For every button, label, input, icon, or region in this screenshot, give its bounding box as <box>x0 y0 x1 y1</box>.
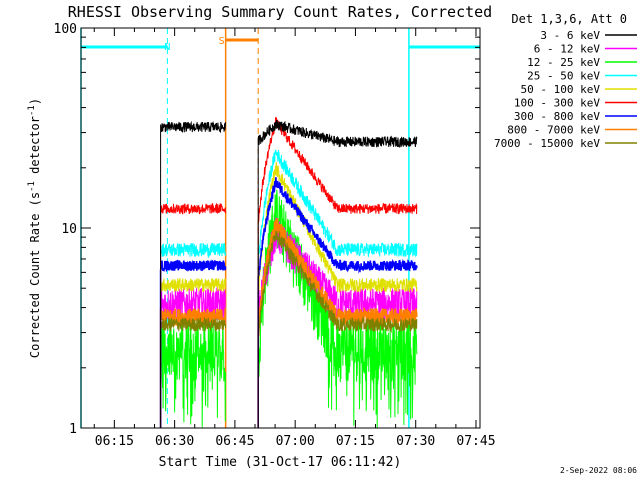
night-label: N <box>164 42 170 53</box>
saa-label: S <box>219 36 225 47</box>
series-line <box>257 116 418 428</box>
x-tick-label: 07:30 <box>396 434 435 449</box>
series-line <box>257 189 418 428</box>
legend-label: 12 - 25 keV <box>527 56 600 69</box>
series-line <box>257 149 418 428</box>
x-tick-label: 06:45 <box>215 434 254 449</box>
series-line <box>160 318 226 428</box>
legend-label: 3 - 6 keV <box>540 29 600 42</box>
series-line <box>160 316 226 428</box>
footer-timestamp: 2-Sep-2022 08:06 <box>560 466 637 475</box>
series-line <box>257 119 418 428</box>
legend-title: Det 1,3,6, Att 0 <box>511 12 627 26</box>
legend-label: 25 - 50 keV <box>527 70 600 83</box>
legend-label: 7000 - 15000 keV <box>494 137 600 150</box>
series-line <box>160 202 226 428</box>
legend-label: 100 - 300 keV <box>514 97 600 110</box>
series-line <box>160 242 226 428</box>
x-axis-label: Start Time (31-Oct-17 06:11:42) <box>159 455 402 470</box>
legend-label: 300 - 800 keV <box>514 110 600 123</box>
series-line <box>257 162 418 428</box>
x-tick-label: 06:30 <box>155 434 194 449</box>
legend-label: 50 - 100 keV <box>521 83 601 96</box>
x-tick-label: 07:15 <box>336 434 375 449</box>
x-tick-label: 06:15 <box>95 434 134 449</box>
series-line <box>160 277 226 428</box>
y-tick-label: 100 <box>54 22 77 37</box>
y-tick-label: 10 <box>61 222 77 237</box>
series-line <box>257 230 418 428</box>
chart-title: RHESSI Observing Summary Count Rates, Co… <box>68 3 492 21</box>
series-line <box>257 177 418 428</box>
y-axis-label: Corrected Count Rate (s-1 detector-1) <box>27 98 42 358</box>
x-tick-label: 07:00 <box>276 434 315 449</box>
legend-label: 800 - 7000 keV <box>507 124 600 137</box>
series-line <box>159 259 227 428</box>
series-line <box>160 120 226 428</box>
y-tick-label: 1 <box>69 422 77 437</box>
series-line <box>159 307 227 428</box>
legend-label: 6 - 12 keV <box>534 43 601 56</box>
x-tick-label: 07:45 <box>456 434 495 449</box>
